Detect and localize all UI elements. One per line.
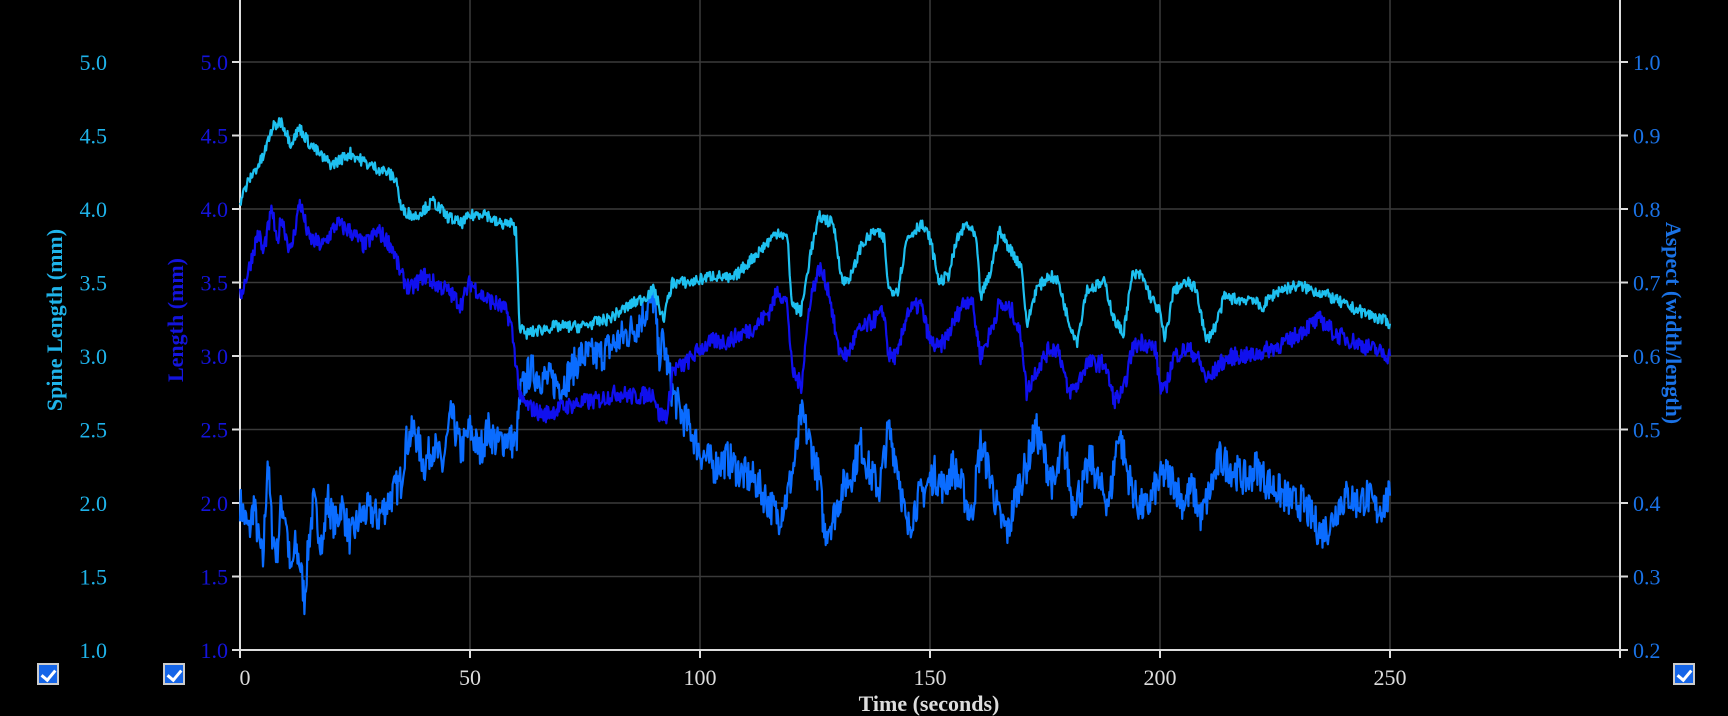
length-tick-label: 2.0 [201,491,229,516]
length-tick-label: 1.0 [201,638,229,663]
spine-tick-label: 2.0 [80,491,108,516]
tick-labels: 0 50 100 150 200 250 1.0 1.5 2.0 2.5 3.0 3.5 4.0 4.5 5… [80,50,1661,690]
spine-tick-label: 3.5 [80,271,108,296]
aspect-tick-label: 0.8 [1633,197,1661,222]
spine-tick-label: 5.0 [80,50,108,75]
aspect-tick-label: 0.3 [1633,565,1661,590]
x-tick-label: 0 [240,665,251,690]
x-axis-title: Time (seconds) [859,691,1000,716]
length-tick-label: 3.5 [201,271,229,296]
series-group [238,117,1392,616]
spine-tick-label: 2.5 [80,418,108,443]
x-tick-label: 100 [684,665,717,690]
aspect-tick-label: 1.0 [1633,50,1661,75]
length-tick-label: 5.0 [201,50,229,75]
aspect-toggle-checkbox[interactable] [1673,663,1695,685]
length-tick-label: 2.5 [201,418,229,443]
aspect-axis-title: Aspect (width/length) [1661,222,1686,424]
length-tick-label: 4.5 [201,124,229,149]
spine-axis-title: Spine Length (mm) [42,229,67,411]
length-tick-label: 1.5 [201,565,229,590]
spine-length-toggle-checkbox[interactable] [37,663,59,685]
aspect-tick-label: 0.2 [1633,638,1661,663]
aspect-tick-label: 0.5 [1633,418,1661,443]
aspect-tick-label: 0.4 [1633,491,1661,516]
aspect-series-line [238,286,1392,616]
length-tick-label: 4.0 [201,197,229,222]
axes [232,0,1628,658]
x-tick-label: 200 [1144,665,1177,690]
length-series-line [238,198,1392,425]
aspect-tick-label: 0.7 [1633,271,1661,296]
aspect-tick-label: 0.6 [1633,344,1661,369]
aspect-tick-label: 0.9 [1633,124,1661,149]
spine-tick-label: 3.0 [80,344,108,369]
x-tick-label: 50 [459,665,481,690]
length-tick-label: 3.0 [201,344,229,369]
x-tick-label: 150 [914,665,947,690]
spine-tick-label: 1.5 [80,565,108,590]
length-axis-title: Length (mm) [163,258,188,382]
spine-tick-label: 1.0 [80,638,108,663]
spine-series-line [238,117,1392,349]
spine-tick-label: 4.0 [80,197,108,222]
length-toggle-checkbox[interactable] [163,663,185,685]
spine-tick-label: 4.5 [80,124,108,149]
x-tick-label: 250 [1374,665,1407,690]
